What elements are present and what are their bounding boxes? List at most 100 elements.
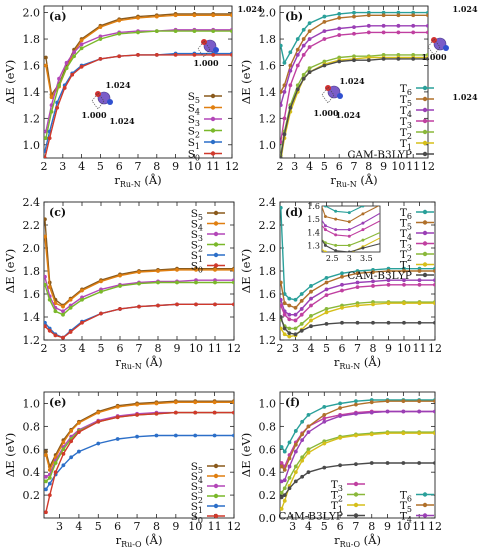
data-point-S5 — [44, 55, 48, 60]
data-point-S3 — [98, 34, 103, 39]
data-point-T4 — [295, 53, 300, 57]
data-point-T5 — [282, 301, 287, 306]
ru-atom-icon — [97, 91, 111, 105]
legend-swatch-point — [422, 140, 428, 146]
legend-swatch-point — [213, 252, 219, 258]
data-point-T3 — [287, 317, 292, 322]
x-tick-label: 11 — [208, 342, 222, 355]
legend-label-T4: T4 — [400, 228, 412, 242]
data-point-S1 — [47, 481, 52, 486]
inset-point-T6 — [347, 211, 351, 215]
legend-label-T6: T6 — [400, 207, 412, 221]
inset-point-T1 — [450, 220, 453, 223]
y-tick-label: 2.4 — [259, 196, 277, 209]
data-point-CAM — [322, 63, 327, 68]
inset-point-T6 — [334, 209, 338, 213]
data-point-S4 — [68, 297, 73, 302]
data-point-T6 — [282, 60, 287, 65]
series-line-S3 — [45, 411, 234, 478]
data-point-T2 — [306, 447, 311, 452]
legend-swatch-point — [213, 473, 219, 479]
data-point-T4 — [433, 278, 435, 283]
data-point-S4 — [69, 429, 74, 433]
panel-e: 3 4 5 6 7 8 9 10 11 12 0.2 0.4 0.6 0.8 1.0 rRu-O (Å) ΔE … — [3, 391, 241, 549]
inset-series — [322, 206, 453, 252]
x-tick-label: 7 — [136, 342, 143, 355]
data-point-T4 — [338, 414, 343, 418]
inset-point-T3 — [416, 206, 419, 209]
legend-label-S4: S4 — [188, 103, 200, 117]
y-tick-label: 2.0 — [23, 7, 41, 20]
data-point-T4 — [324, 287, 329, 292]
y-tick-label: 0.0 — [259, 512, 277, 525]
y-tick-label: 1.8 — [23, 265, 41, 278]
data-point-S2 — [47, 297, 52, 302]
data-point-S4 — [49, 95, 54, 100]
data-point-T4 — [417, 278, 422, 283]
data-point-T3 — [324, 293, 329, 298]
x-axis-label: rRu-N (Å) — [115, 355, 162, 371]
legend-swatch-point — [422, 230, 428, 236]
x-tick-label: 4 — [79, 342, 86, 355]
data-point-S4 — [230, 13, 232, 18]
data-point-T5 — [352, 14, 356, 19]
data-point-T6 — [287, 440, 292, 445]
data-point-S1 — [44, 487, 48, 492]
x-tick-label: 3 — [60, 342, 67, 355]
data-point-T4 — [307, 37, 312, 41]
y-tick-label: 0.8 — [23, 420, 41, 433]
data-point-T6 — [337, 12, 342, 16]
data-point-T1 — [322, 441, 327, 446]
data-point-S4 — [194, 267, 198, 272]
data-point-S5 — [44, 217, 47, 222]
series-line-S1 — [45, 434, 234, 490]
data-point-S4 — [44, 234, 47, 239]
legend-swatch-point — [213, 463, 219, 469]
n-atom-icon — [107, 99, 113, 105]
legend-label-T4: T4 — [400, 105, 412, 119]
y-axis-label: ΔE (eV) — [239, 433, 253, 477]
legend-swatch-point — [210, 93, 216, 99]
inset-point-CAM — [347, 250, 351, 252]
y-tick-label: 1.8 — [259, 33, 277, 46]
data-point-S0 — [55, 105, 60, 110]
data-point-T4 — [411, 23, 416, 28]
bond-length-label: 1.000 — [313, 108, 338, 118]
x-tick-label: 9 — [385, 342, 392, 355]
data-point-CAM — [366, 58, 371, 63]
x-tick-label: 12 — [227, 342, 241, 355]
data-point-CAM — [280, 156, 283, 158]
inset-point-T4 — [347, 228, 351, 232]
legend-swatch-point — [213, 231, 219, 237]
series-line-T4 — [280, 25, 428, 106]
y-tick-label: 1.0 — [259, 139, 277, 152]
y-tick-label: 0.4 — [23, 466, 41, 479]
legend-label-S3: S3 — [191, 229, 203, 243]
data-point-S0 — [212, 410, 217, 415]
data-point-CAM — [324, 322, 329, 326]
o-atom-icon — [431, 37, 437, 43]
x-tick-label: 8 — [365, 160, 372, 173]
inset-point-CAM — [334, 249, 338, 252]
data-point-T3 — [396, 30, 401, 35]
legend-swatch-point — [213, 503, 219, 509]
data-point-T3 — [295, 63, 300, 68]
data-point-T4 — [282, 478, 287, 483]
ring-icon — [91, 92, 105, 110]
data-point-T6 — [299, 292, 304, 296]
inset-point-T3 — [361, 228, 365, 232]
series-line-T2 — [280, 54, 428, 156]
data-point-CAM — [322, 465, 327, 470]
data-point-S4 — [212, 400, 217, 405]
bond-length-label: 1.024 — [109, 116, 134, 126]
legend-label-S5: S5 — [191, 208, 203, 222]
data-point-S4 — [173, 400, 178, 405]
data-point-S0 — [53, 470, 58, 475]
data-point-T4 — [309, 296, 313, 301]
data-point-T4 — [322, 419, 327, 424]
bond-length-label: 1.024 — [105, 80, 130, 90]
x-tick-label: 10 — [397, 342, 411, 355]
data-point-T4 — [433, 409, 435, 414]
data-point-T1 — [309, 318, 313, 323]
data-point-T1 — [417, 301, 422, 306]
